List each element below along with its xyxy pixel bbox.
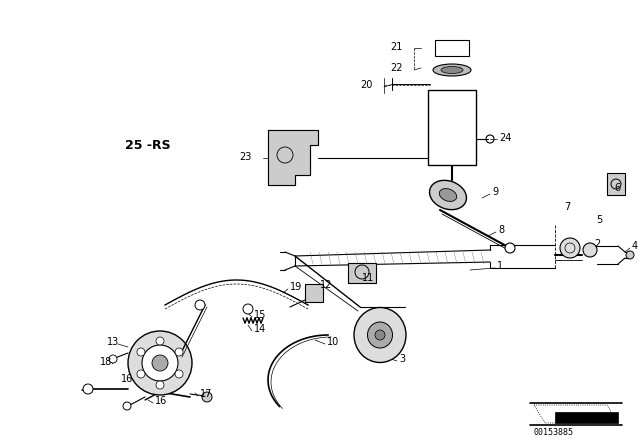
Text: 12: 12 [320,280,332,290]
Text: 11: 11 [362,273,374,283]
Circle shape [109,355,117,363]
Ellipse shape [375,330,385,340]
Ellipse shape [441,66,463,73]
Circle shape [202,392,212,402]
Text: 16: 16 [155,396,167,406]
Polygon shape [555,412,618,423]
Circle shape [505,243,515,253]
Text: 16: 16 [121,374,133,384]
Text: 4: 4 [632,241,638,251]
Text: 10: 10 [327,337,339,347]
Circle shape [243,304,253,314]
Text: 13: 13 [107,337,119,347]
Ellipse shape [367,322,392,348]
Bar [435,40,469,56]
Circle shape [128,331,192,395]
Ellipse shape [354,307,406,362]
Text: 6: 6 [614,183,620,193]
Text: 7: 7 [564,202,570,212]
Text: 22: 22 [390,63,403,73]
Ellipse shape [429,181,467,210]
Circle shape [583,243,597,257]
Text: 19: 19 [290,282,302,292]
Text: 17: 17 [200,389,212,399]
Circle shape [137,370,145,378]
Text: 00153885: 00153885 [533,427,573,436]
Circle shape [83,384,93,394]
Text: 2: 2 [594,239,600,249]
Text: 9: 9 [492,187,498,197]
Text: 25 -RS: 25 -RS [125,138,171,151]
Text: 18: 18 [100,357,112,367]
Bar [348,263,376,283]
Text: 8: 8 [498,225,504,235]
Text: 1: 1 [497,261,503,271]
Text: 14: 14 [254,324,266,334]
Circle shape [626,251,634,259]
Circle shape [156,381,164,389]
Circle shape [560,238,580,258]
Circle shape [142,345,178,381]
Text: 23: 23 [239,152,252,162]
Ellipse shape [439,189,457,202]
Text: 20: 20 [360,80,373,90]
Circle shape [175,348,183,356]
Bar [428,90,476,165]
Ellipse shape [433,64,471,76]
Circle shape [156,337,164,345]
Circle shape [175,370,183,378]
Bar [305,284,323,302]
Text: 3: 3 [399,354,405,364]
Circle shape [152,355,168,371]
Circle shape [195,300,205,310]
Text: 21: 21 [390,42,403,52]
Text: 24: 24 [499,133,511,143]
Polygon shape [268,130,318,185]
Text: 5: 5 [596,215,602,225]
Circle shape [123,402,131,410]
Bar [607,173,625,195]
Circle shape [137,348,145,356]
Text: 15: 15 [254,310,266,320]
